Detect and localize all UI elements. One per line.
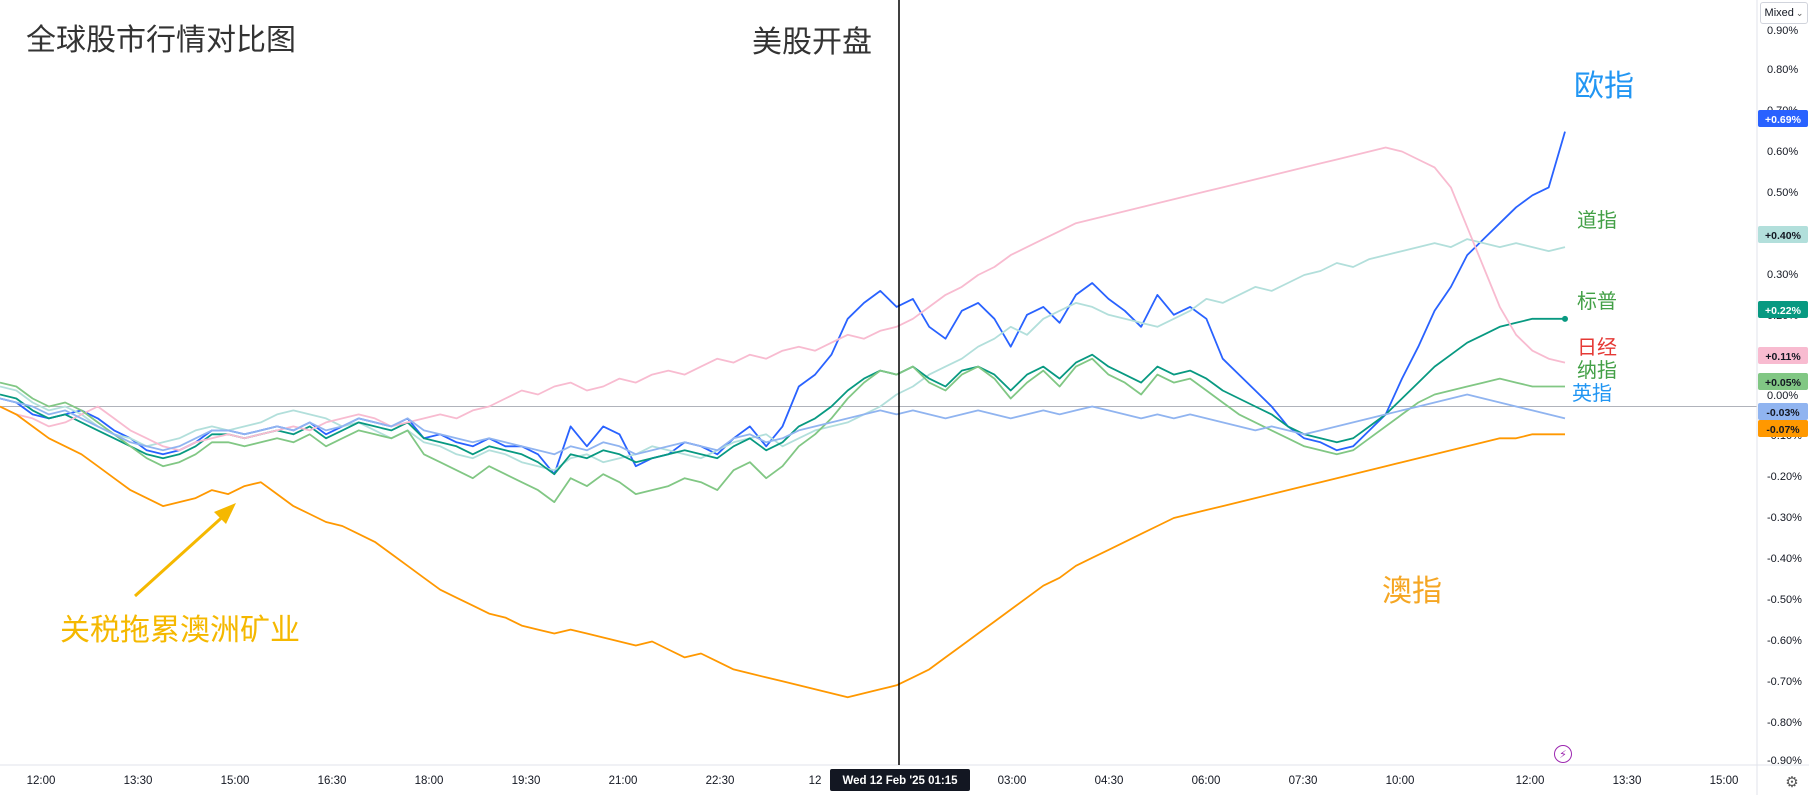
x-tick-label: 15:00 bbox=[221, 775, 250, 787]
series-line-2 bbox=[0, 317, 1565, 476]
x-tick-label: 10:00 bbox=[1386, 775, 1415, 787]
price-badge-text-0: +0.69% bbox=[1765, 114, 1802, 126]
crosshair-time-box bbox=[830, 769, 970, 791]
series-label-1: 道指 bbox=[1577, 208, 1617, 232]
chart-title: 全球股市行情对比图 bbox=[26, 23, 296, 58]
price-badge-5 bbox=[1758, 403, 1808, 420]
x-tick-label: 13:30 bbox=[1613, 775, 1642, 787]
series-labels: 欧指 +0.69% 道指 +0.40% 标普 +0.22% 日经 +0.11% 纳指 +0.05%… bbox=[1382, 69, 1808, 609]
y-tick-label: -0.30% bbox=[1767, 512, 1802, 524]
y-tick-label: -0.50% bbox=[1767, 594, 1802, 606]
scale-mode-label: Mixed bbox=[1764, 7, 1794, 19]
x-tick-label: 07:30 bbox=[1289, 775, 1318, 787]
price-badge-text-3: +0.11% bbox=[1765, 351, 1801, 363]
price-badge-text-4: +0.05% bbox=[1765, 377, 1802, 389]
price-badge-text-6: -0.07% bbox=[1766, 424, 1800, 436]
price-badge-1 bbox=[1758, 226, 1808, 243]
series-label-5: 英指 bbox=[1572, 381, 1612, 405]
x-axis: 12:00 13:30 15:00 16:30 18:00 19:30 21:00 22:30… bbox=[27, 769, 1739, 791]
y-tick-label: -0.90% bbox=[1767, 755, 1802, 767]
series-line-5 bbox=[0, 393, 1566, 456]
lightning-icon[interactable]: ⚡ bbox=[1554, 745, 1572, 763]
x-tick-label: 16:30 bbox=[318, 775, 347, 787]
settings-icon[interactable]: ⚙ bbox=[1785, 773, 1799, 791]
tariff-annotation: 关税拖累澳洲矿业 bbox=[60, 613, 300, 648]
y-tick-label: -0.70% bbox=[1767, 676, 1802, 688]
series-end-dot bbox=[1562, 315, 1568, 322]
y-tick-label: -0.60% bbox=[1767, 635, 1802, 647]
chevron-down-icon: ⌄ bbox=[1795, 7, 1804, 18]
x-tick-label: 21:00 bbox=[609, 775, 638, 787]
us-open-label: 美股开盘 bbox=[752, 25, 872, 60]
x-tick-label: 03:00 bbox=[998, 775, 1027, 787]
series-label-2: 标普 bbox=[1577, 289, 1617, 313]
y-tick-label: 0.60% bbox=[1767, 146, 1798, 158]
y-axis: 0.90%0.80%0.70%0.60%0.50%0.40%0.30%0.20%… bbox=[1767, 25, 1802, 767]
x-tick-label: 12:00 bbox=[27, 775, 56, 787]
x-tick-label: 12 bbox=[809, 775, 822, 787]
x-tick-label: 19:30 bbox=[512, 775, 541, 787]
y-tick-label: -0.80% bbox=[1767, 717, 1802, 729]
series-label-6: 澳指 bbox=[1382, 574, 1442, 609]
y-tick-label: 0.30% bbox=[1767, 269, 1798, 281]
x-tick-label: 22:30 bbox=[706, 775, 735, 787]
y-tick-label: -0.40% bbox=[1767, 553, 1802, 565]
x-tick-label: 12:00 bbox=[1516, 775, 1545, 787]
scale-mode-button[interactable]: Mixed ⌄ bbox=[1760, 2, 1808, 24]
price-badge-0 bbox=[1758, 110, 1808, 127]
y-tick-label: -0.20% bbox=[1767, 471, 1802, 483]
x-tick-label: 13:30 bbox=[124, 775, 153, 787]
annotation-arrow-shaft bbox=[133, 510, 230, 598]
series-label-0: 欧指 bbox=[1574, 69, 1634, 104]
y-tick-label: 0.90% bbox=[1767, 25, 1798, 37]
y-tick-label: 0.00% bbox=[1767, 390, 1798, 402]
series-line-4 bbox=[0, 357, 1565, 504]
series-line-0 bbox=[0, 131, 1566, 476]
x-tick-label: 04:30 bbox=[1095, 775, 1124, 787]
price-badge-text-5: -0.03% bbox=[1766, 407, 1800, 419]
series-label-3: 日经 bbox=[1577, 335, 1617, 359]
series-line-3 bbox=[0, 146, 1566, 452]
price-badge-text-1: +0.40% bbox=[1765, 230, 1802, 242]
series-line-1 bbox=[0, 238, 1566, 472]
y-tick-label: 0.80% bbox=[1767, 64, 1798, 76]
series-line-6 bbox=[0, 405, 1565, 699]
crosshair-time-label: Wed 12 Feb '25 01:15 bbox=[842, 775, 958, 787]
series-label-4: 纳指 bbox=[1577, 358, 1617, 382]
price-badge-6 bbox=[1758, 420, 1808, 437]
x-tick-label: 15:00 bbox=[1710, 775, 1739, 787]
series-lines bbox=[0, 131, 1568, 699]
x-tick-label: 18:00 bbox=[415, 775, 444, 787]
price-badge-text-2: +0.22% bbox=[1765, 305, 1802, 317]
annotation-arrow-head bbox=[214, 503, 236, 524]
price-badge-4 bbox=[1758, 373, 1808, 390]
y-tick-label: 0.50% bbox=[1767, 187, 1798, 199]
price-badge-3 bbox=[1758, 347, 1808, 364]
x-tick-label: 06:00 bbox=[1192, 775, 1221, 787]
price-badge-2 bbox=[1758, 301, 1808, 318]
